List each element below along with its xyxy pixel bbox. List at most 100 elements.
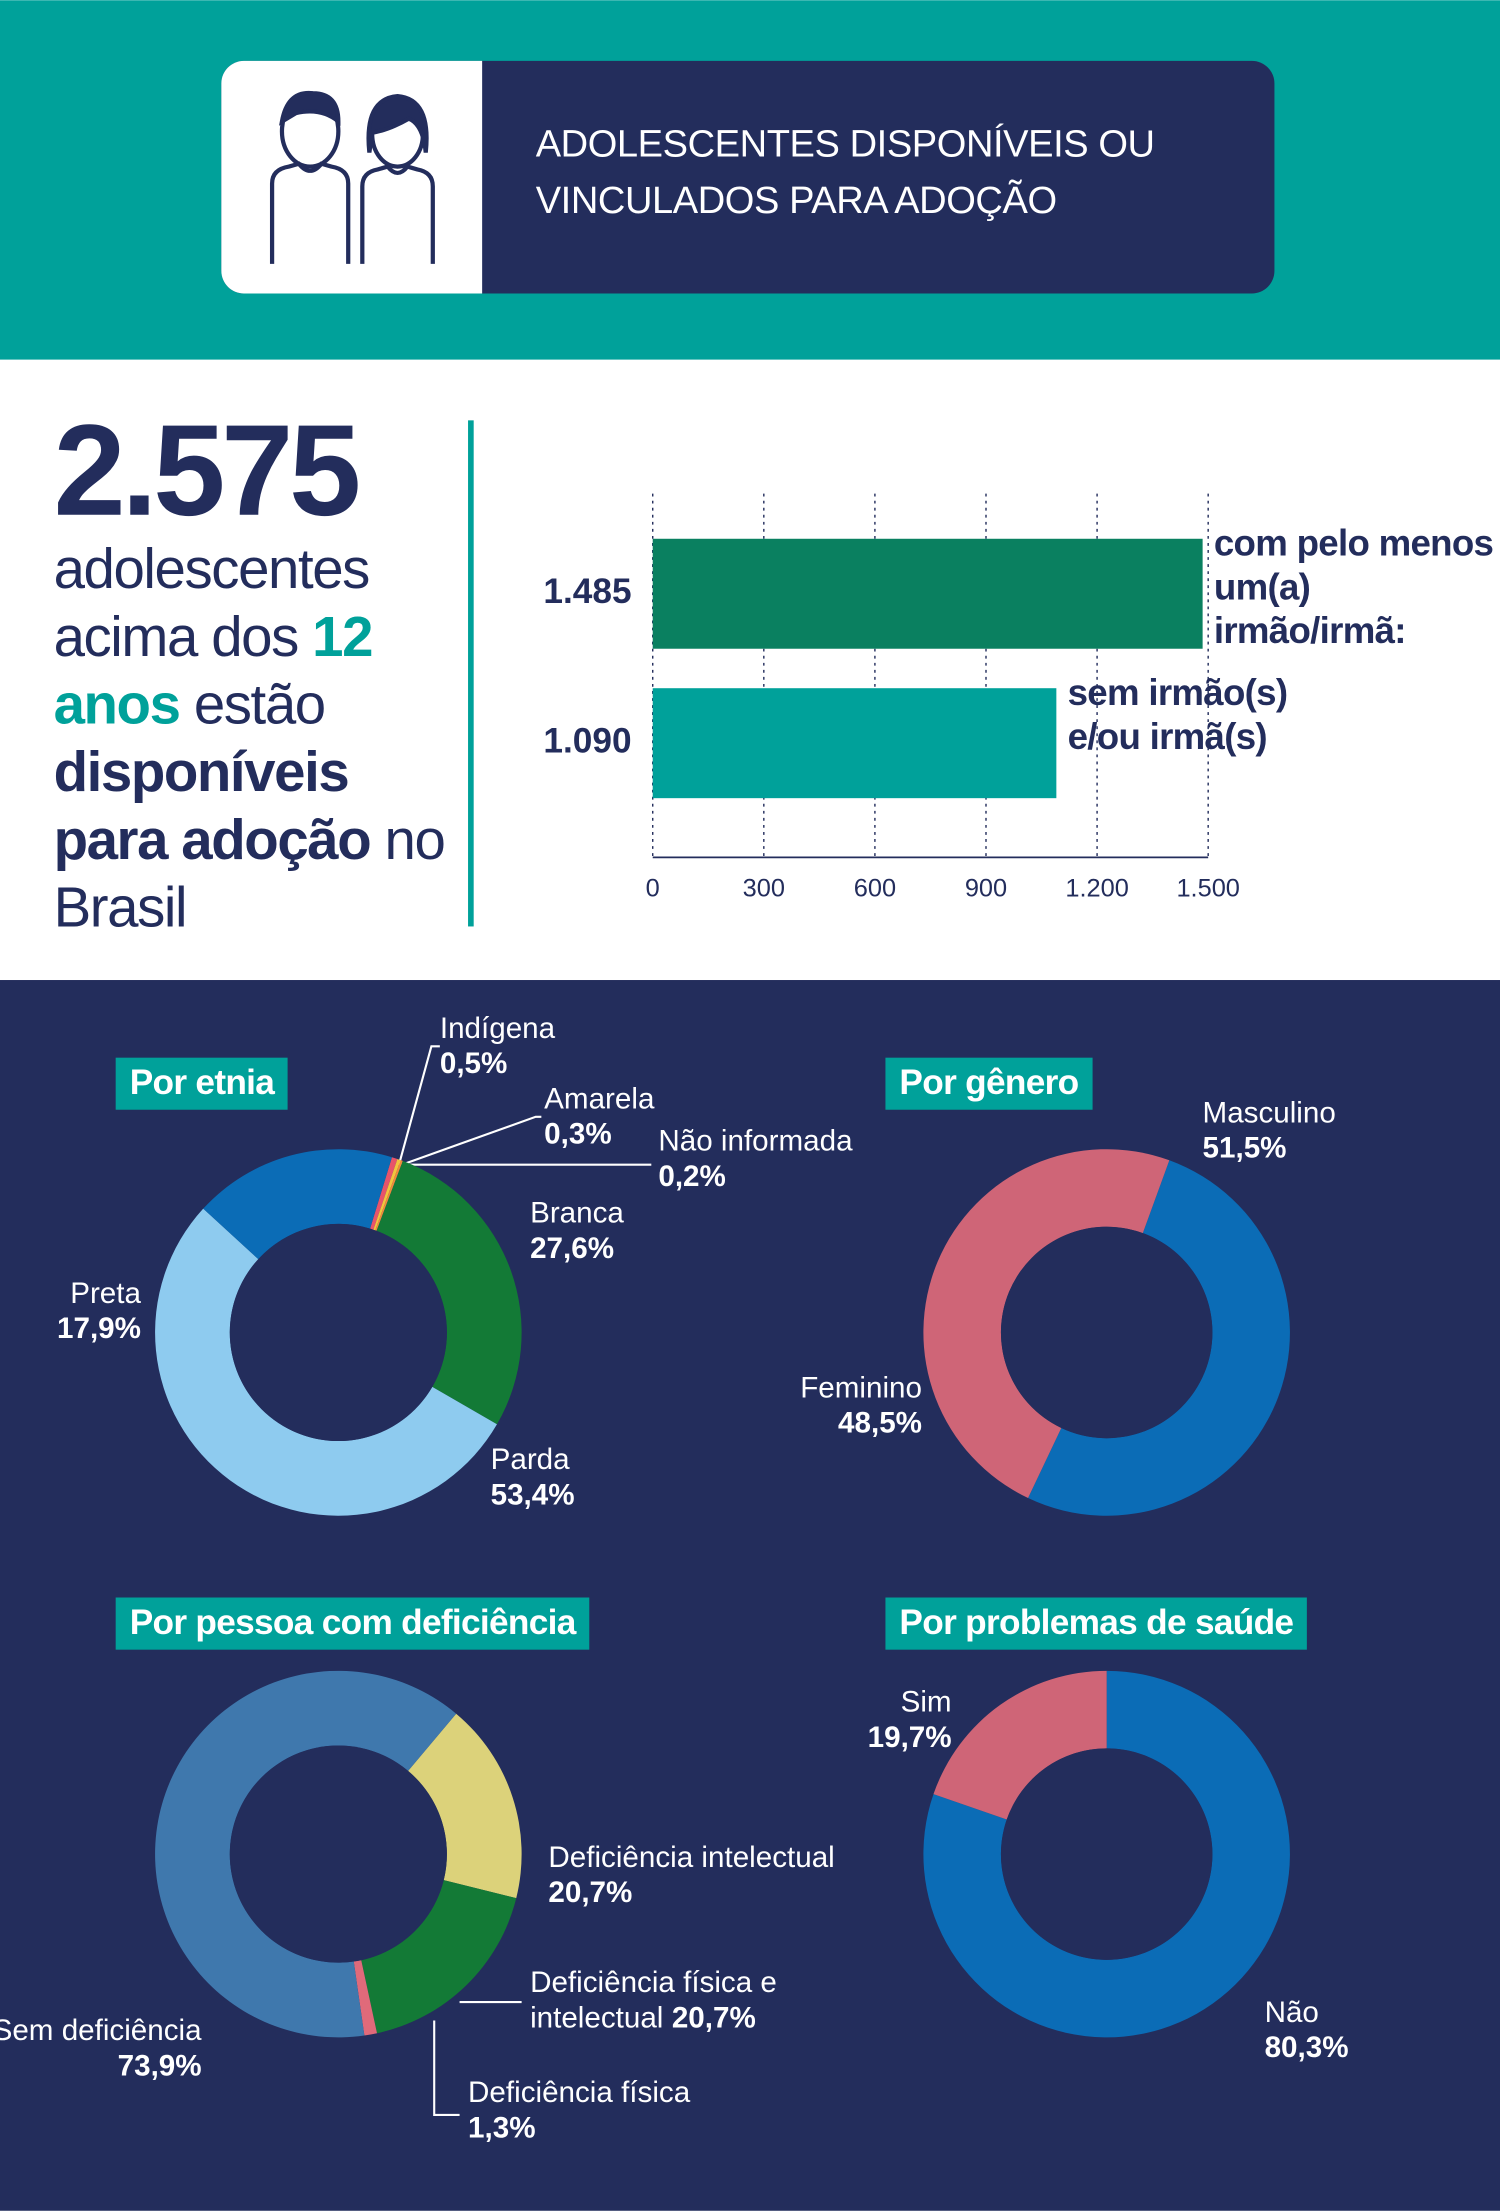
summary: 2.575 adolescentes acima dos 12 anos est… — [54, 406, 470, 942]
chart-title: Por problemas de saúde — [885, 1597, 1308, 1650]
x-tick-label: 1.200 — [1065, 875, 1128, 903]
value-label: 1,3% — [468, 2112, 536, 2145]
donut-slice — [933, 1670, 1107, 1820]
donut-slice — [370, 1157, 398, 1230]
slice-label: Não informada 0,2% — [658, 1124, 940, 1195]
category-box: com pelo menos um(a) irmão/irmã: — [1213, 521, 1494, 652]
value-label: 17,9% — [57, 1313, 141, 1346]
tag-box: Por problemas de saúde — [885, 1597, 1308, 1650]
category-label: Indígena — [439, 1012, 556, 1045]
slice-label: Preta 17,9% — [0, 1276, 141, 1347]
summary-highlight: disponíveis para adoção — [53, 741, 372, 872]
category-label: com pelo menos um(a) irmão/irmã: — [1213, 521, 1494, 652]
category-label: Não informada — [658, 1125, 853, 1158]
bar — [652, 688, 1057, 799]
tag-box: Por gênero — [885, 1057, 1093, 1110]
donut-hole — [1000, 1226, 1213, 1439]
chart-title: Por pessoa com deficiência — [115, 1597, 590, 1650]
slice-label: Sim 19,7% — [754, 1685, 952, 1756]
x-tick-label: 0 — [646, 875, 660, 903]
title-box: ADOLESCENTES DISPONÍVEIS OU VINCULADOS P… — [535, 122, 1155, 222]
donut-slice — [203, 1149, 392, 1260]
x-tick-label: 600 — [854, 875, 896, 903]
value-label: 27,6% — [530, 1232, 615, 1266]
category-label: Não — [1264, 1996, 1319, 2029]
category-label: Masculino — [1202, 1097, 1336, 1130]
icon-box — [221, 60, 483, 294]
donut-slice — [923, 1149, 1170, 1499]
category-label: Amarela — [544, 1082, 655, 1116]
value-label: 53,4% — [490, 1479, 575, 1512]
slice-label: Deficiência física e intelectual 20,7% — [530, 1965, 897, 2036]
donut-slice — [408, 1713, 522, 1899]
leader-lines — [397, 1045, 652, 2116]
summary-age: 12 anos — [53, 606, 374, 737]
slice-label: Deficiência física 1,3% — [468, 2075, 778, 2146]
category-label: Parda — [490, 1443, 570, 1477]
header-title: ADOLESCENTES DISPONÍVEIS OU VINCULADOS P… — [535, 122, 1155, 222]
value-label: 48,5% — [838, 1407, 922, 1440]
value-label: 51,5% — [1202, 1132, 1287, 1165]
donut-hole — [1000, 1748, 1213, 1960]
summary-line: estão — [193, 674, 326, 737]
donut-slice — [155, 1670, 457, 2038]
category-label: Feminino — [800, 1371, 922, 1405]
x-tick-label: 900 — [965, 875, 1007, 903]
value-label: 0,5% — [439, 1047, 508, 1081]
donut-slice — [923, 1670, 1290, 2038]
category-label: Sem deficiência — [0, 2014, 202, 2048]
category-label: Sim — [900, 1686, 952, 1719]
slice-label: Parda 53,4% — [491, 1442, 688, 1513]
people-icon — [269, 90, 435, 264]
leader-line — [397, 1045, 440, 1165]
donut-slice — [375, 1160, 403, 1231]
category-label: Preta — [70, 1277, 141, 1310]
tag-box: Por etnia — [115, 1057, 289, 1110]
slice-label: Feminino 48,5% — [725, 1371, 922, 1442]
donut-slice — [373, 1158, 401, 1231]
value-label: 80,3% — [1264, 2031, 1349, 2065]
slice-label: Indígena 0,5% — [440, 1011, 637, 1082]
chart-title: Por etnia — [115, 1057, 289, 1110]
donut-slice — [1028, 1160, 1290, 1516]
slice-label: Amarela 0,3% — [544, 1082, 741, 1153]
bar — [652, 538, 1203, 649]
slice-label: Masculino 51,5% — [1203, 1096, 1429, 1167]
donut-hole — [229, 1223, 447, 1442]
slice-label-box: Deficiência física e intelectual 20,7% — [530, 1965, 897, 2036]
slice-label: Não 80,3% — [1265, 1995, 1462, 2066]
donut-slice — [376, 1160, 522, 1425]
value-label: 1.485 — [543, 572, 631, 611]
header-card — [221, 60, 1275, 294]
summary-band — [0, 359, 1500, 981]
tag-box: Por pessoa com deficiência — [115, 1597, 590, 1650]
category-label: Deficiência física — [468, 2076, 691, 2110]
summary-box: 2.575 adolescentes acima dos 12 anos est… — [54, 406, 470, 942]
category-label: Deficiência intelectual — [548, 1841, 835, 1874]
leader-line — [401, 1115, 542, 1166]
donut-hole — [229, 1745, 447, 1963]
value-label: 73,9% — [117, 2050, 202, 2083]
summary-text: adolescentes acima dos 12 anos estão dis… — [54, 536, 470, 942]
category-label: sem irmão(s) e/ou irmã(s) — [1067, 671, 1288, 758]
value-label: 1.090 — [543, 722, 631, 761]
donut-slice — [353, 1960, 378, 2036]
donut-slice — [361, 1880, 517, 2034]
slice-label: Deficiência intelectual 20,7% — [548, 1840, 915, 1911]
value-label: 20,7% — [548, 1876, 633, 1910]
category-label: Deficiência física e intelectual — [530, 1966, 777, 2035]
summary-line: no Brasil — [53, 809, 446, 940]
